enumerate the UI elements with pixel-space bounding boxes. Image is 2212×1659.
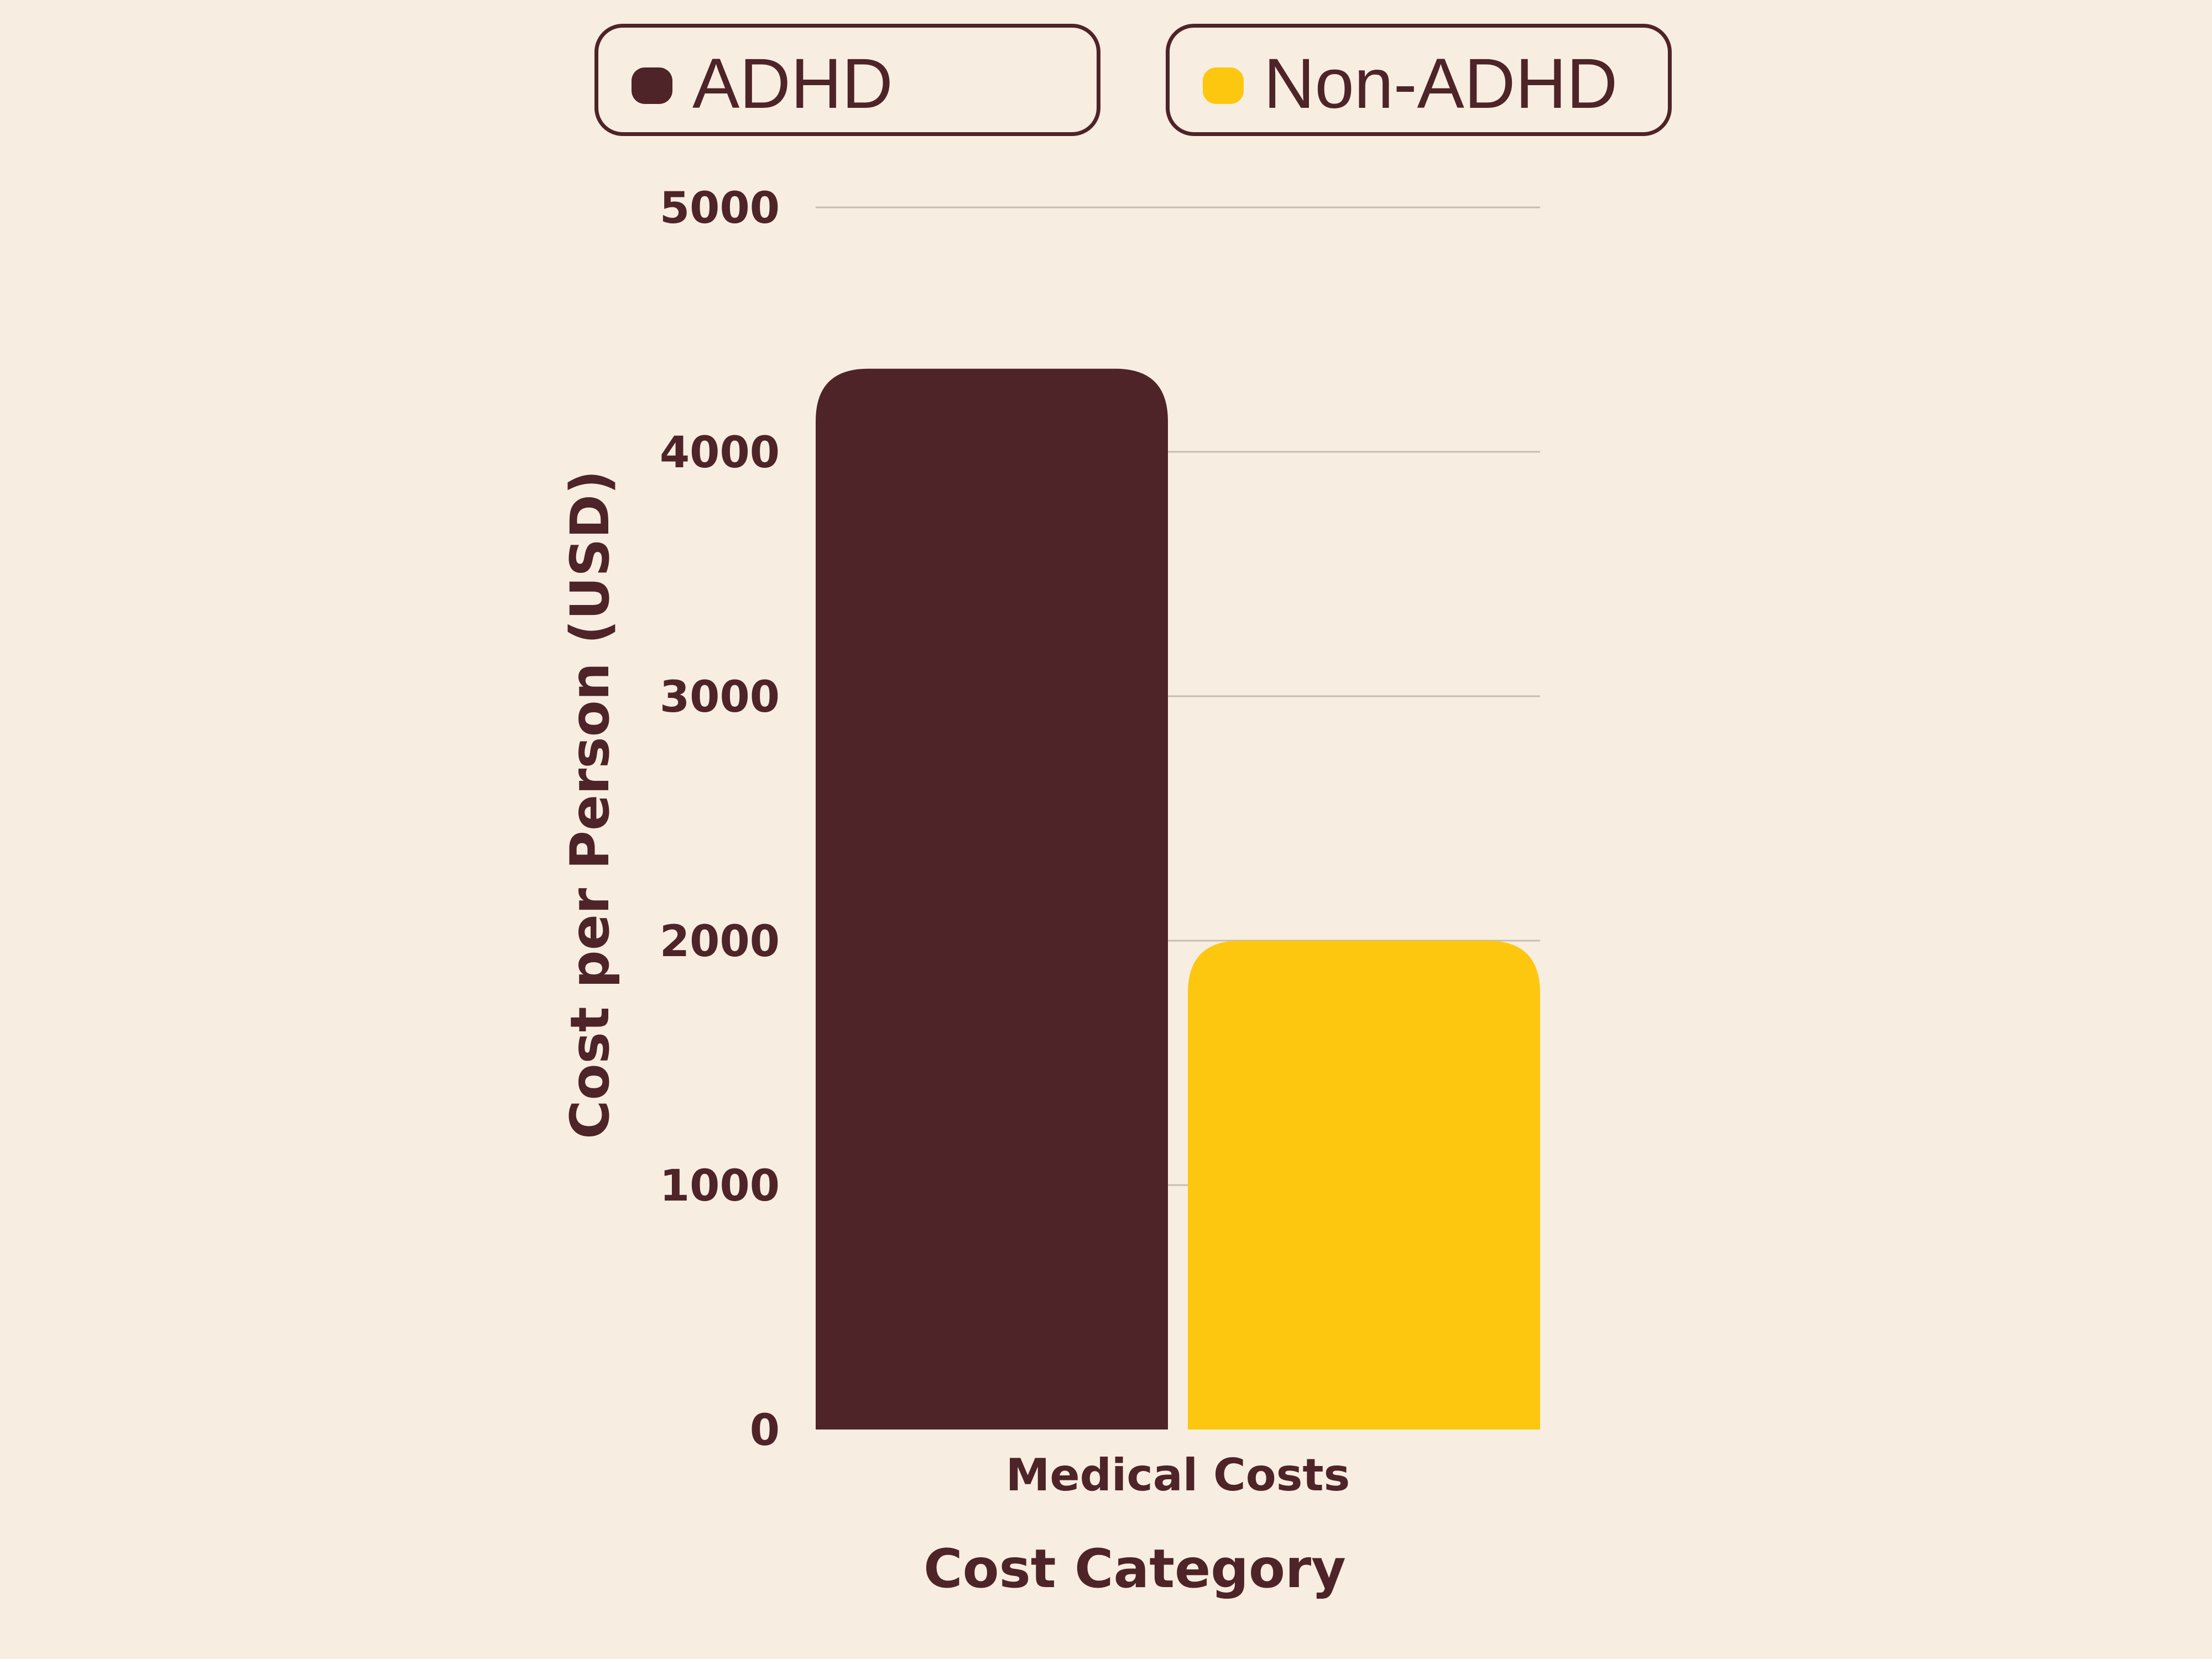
legend-label-adhd: ADHD — [692, 44, 893, 123]
legend-swatch-adhd — [632, 67, 672, 104]
y-tick-label-1000: 1000 — [660, 1161, 780, 1211]
bars — [816, 368, 1540, 1430]
x-axis-title: Cost Category — [924, 1538, 1346, 1600]
y-axis-ticks: 0 1000 2000 3000 4000 5000 — [660, 184, 780, 1455]
y-tick-label-3000: 3000 — [660, 672, 780, 722]
y-tick-label-2000: 2000 — [660, 917, 780, 967]
x-axis-categories: Medical Costs — [1006, 1449, 1350, 1501]
bar-non-adhd — [1188, 941, 1540, 1430]
y-tick-label-0: 0 — [750, 1406, 780, 1455]
legend-item-non-adhd: Non-ADHD — [1166, 24, 1672, 136]
x-category-label: Medical Costs — [1006, 1449, 1350, 1501]
legend-label-non-adhd: Non-ADHD — [1264, 44, 1618, 123]
y-tick-label-4000: 4000 — [660, 428, 780, 478]
y-axis-title: Cost per Person (USD) — [559, 470, 621, 1139]
legend-item-adhd: ADHD — [594, 24, 1100, 136]
y-tick-label-5000: 5000 — [660, 184, 780, 233]
legend-swatch-non-adhd — [1203, 67, 1244, 104]
bar-adhd — [816, 368, 1168, 1430]
